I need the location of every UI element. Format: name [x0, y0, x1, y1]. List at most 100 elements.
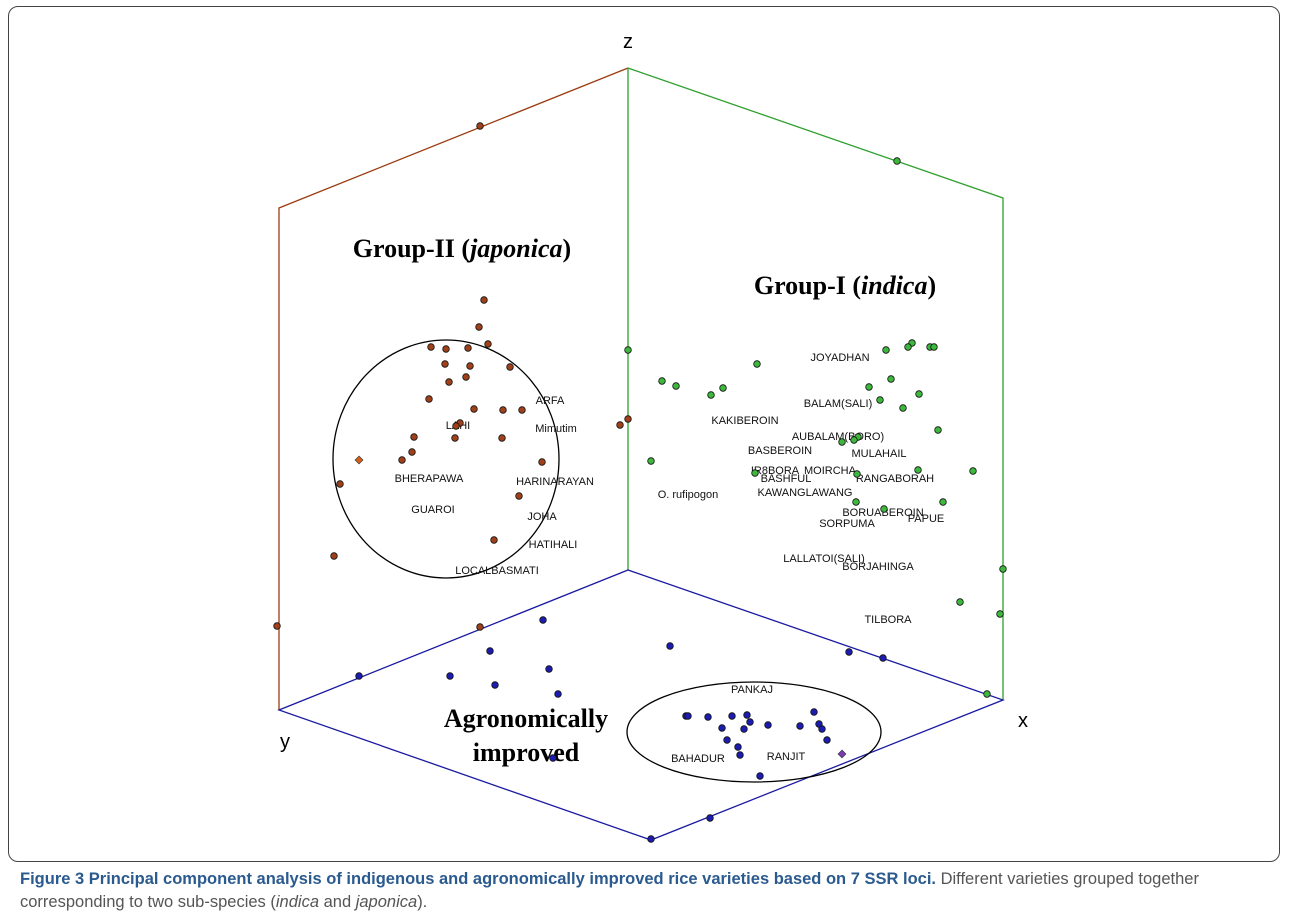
- point: [969, 467, 977, 475]
- point: [899, 404, 907, 412]
- point: [273, 622, 281, 630]
- diamond-point: [837, 749, 847, 759]
- point: [810, 708, 818, 716]
- point: [554, 690, 562, 698]
- point: [451, 434, 459, 442]
- point: [445, 378, 453, 386]
- point: [616, 421, 624, 429]
- point: [466, 362, 474, 370]
- point: [736, 751, 744, 759]
- point: [707, 391, 715, 399]
- point: [719, 384, 727, 392]
- variety-label: AUBALAM(BORO): [792, 431, 884, 443]
- point: [475, 323, 483, 331]
- variety-label: KAWANGLAWANG: [758, 487, 853, 499]
- point: [486, 647, 494, 655]
- point: [914, 466, 922, 474]
- point: [880, 505, 888, 513]
- point: [518, 406, 526, 414]
- point: [499, 406, 507, 414]
- group-label: Group-II (japonica): [353, 234, 571, 263]
- point: [764, 721, 772, 729]
- y-z-plane: [278, 67, 629, 710]
- variety-label: KAKIBEROIN: [711, 415, 778, 427]
- group-label: improved: [473, 738, 580, 767]
- point: [904, 343, 912, 351]
- point: [408, 448, 416, 456]
- point: [845, 648, 853, 656]
- variety-label: BAHADUR: [671, 753, 725, 765]
- variety-label: HATIHALI: [529, 539, 578, 551]
- variety-label: ARFA: [536, 395, 565, 407]
- variety-label: LALLATOI(SALI): [783, 553, 865, 565]
- variety-label: JOHA: [527, 511, 557, 523]
- point: [539, 616, 547, 624]
- figure-frame: [8, 6, 1280, 862]
- point: [462, 373, 470, 381]
- variety-label: BASBEROIN: [748, 445, 812, 457]
- point: [852, 498, 860, 506]
- diamond-point: [354, 455, 364, 465]
- point: [887, 375, 895, 383]
- point: [996, 610, 1004, 618]
- point: [740, 725, 748, 733]
- point: [336, 480, 344, 488]
- point: [823, 736, 831, 744]
- point: [442, 345, 450, 353]
- point: [723, 736, 731, 744]
- variety-label: Mimutim: [535, 423, 577, 435]
- point: [470, 405, 478, 413]
- variety-label: TILBORA: [864, 614, 912, 626]
- point: [446, 672, 454, 680]
- point: [441, 360, 449, 368]
- point: [746, 718, 754, 726]
- point: [893, 157, 901, 165]
- point: [427, 343, 435, 351]
- point: [658, 377, 666, 385]
- variety-label: BALAM(SALI): [804, 398, 872, 410]
- point: [728, 712, 736, 720]
- point: [930, 343, 938, 351]
- variety-label: MOIRCHA: [804, 465, 857, 477]
- variety-label: JOYADHAN: [810, 352, 869, 364]
- point: [545, 665, 553, 673]
- point: [647, 457, 655, 465]
- point: [751, 469, 759, 477]
- variety-label: PANKAJ: [731, 684, 773, 696]
- point: [498, 434, 506, 442]
- point: [853, 470, 861, 478]
- variety-label: GUAROI: [411, 504, 454, 516]
- x-label: x: [1018, 710, 1028, 732]
- point: [956, 598, 964, 606]
- point: [915, 390, 923, 398]
- point: [355, 672, 363, 680]
- point: [476, 623, 484, 631]
- point: [666, 642, 674, 650]
- point: [743, 711, 751, 719]
- point: [882, 346, 890, 354]
- variety-label: O. rufipogon: [658, 489, 719, 501]
- point: [756, 772, 764, 780]
- point: [684, 712, 692, 720]
- group-label: Agronomically: [444, 704, 608, 733]
- x-z-plane: [627, 67, 1004, 700]
- variety-label: PAPUE: [908, 513, 944, 525]
- point: [939, 498, 947, 506]
- point: [491, 681, 499, 689]
- point: [753, 360, 761, 368]
- point: [706, 814, 714, 822]
- caption: Figure 3 Principal component analysis of…: [20, 870, 1199, 911]
- variety-label: RANJIT: [767, 751, 806, 763]
- point: [838, 438, 846, 446]
- point: [452, 422, 460, 430]
- point: [476, 122, 484, 130]
- point: [865, 383, 873, 391]
- point: [506, 363, 514, 371]
- point: [672, 382, 680, 390]
- point: [480, 296, 488, 304]
- variety-label: IR8BORA: [751, 465, 800, 477]
- variety-label: LOCALBASMATI: [455, 565, 539, 577]
- point: [410, 433, 418, 441]
- point: [934, 426, 942, 434]
